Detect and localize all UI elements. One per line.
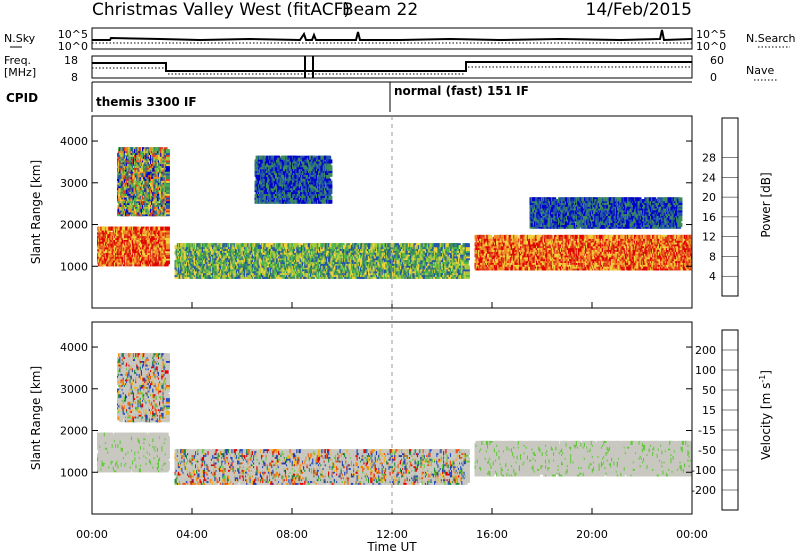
echo-cell: [144, 256, 149, 261]
echo-cell: [165, 234, 170, 239]
power-echoes: [97, 147, 692, 279]
freq-trace: [92, 61, 692, 72]
nsearch-label: N.Search: [746, 32, 796, 45]
nave-label: Nave: [746, 64, 774, 77]
echo-cell: [465, 271, 470, 276]
echo-cell: [121, 226, 126, 231]
echo-cell: [101, 226, 106, 231]
noise-tick-low-right: 10^0: [696, 40, 726, 53]
echo-cell: [174, 245, 179, 250]
date-label: 14/Feb/2015: [586, 0, 692, 20]
freq-unit: [MHz]: [4, 66, 36, 79]
noise-tick-high-left: 10^5: [58, 28, 88, 41]
echo-cell: [344, 254, 349, 259]
echo-cell: [127, 256, 132, 261]
echo-cell: [160, 226, 165, 231]
station-title: Christmas Valley West (fitACF): [92, 0, 350, 20]
echo-cell: [488, 234, 493, 239]
echo-cell: [247, 274, 252, 279]
nave-tick-low: 0: [710, 71, 717, 84]
cpid-right-text: normal (fast) 151 IF: [394, 84, 529, 98]
cpid-label: CPID: [6, 91, 38, 105]
echo-cell: [102, 252, 107, 257]
echo-cell: [198, 248, 203, 253]
nave-tick-high: 60: [710, 54, 724, 67]
echo-cell: [155, 262, 160, 267]
noise-tick-high-right: 10^5: [696, 28, 726, 41]
echo-cell: [298, 243, 303, 248]
freq-tick-low: 8: [71, 71, 78, 84]
echo-cell: [272, 247, 277, 251]
freq-label: Freq.: [4, 54, 31, 67]
nave-trace: [92, 66, 692, 75]
echo-cell: [215, 274, 220, 279]
echo-cell: [284, 243, 289, 248]
noise-tick-low-left: 10^0: [58, 40, 88, 53]
cpid-left-text: themis 3300 IF: [96, 95, 197, 109]
echo-cell: [294, 243, 298, 248]
echo-cell: [276, 271, 281, 276]
freq-panel: [91, 55, 693, 79]
echo-cell: [117, 241, 122, 246]
echo-cell: [266, 243, 271, 248]
echo-cell: [257, 245, 262, 250]
echo-cell: [107, 230, 112, 235]
echo-cell: [165, 243, 170, 248]
echo-cell: [296, 274, 301, 279]
noise-sky-trace: [92, 29, 693, 42]
beam-label: Beam 22: [342, 0, 418, 20]
nsky-label: N.Sky: [4, 32, 36, 45]
echo-cell: [220, 259, 224, 264]
echo-cell: [465, 243, 470, 248]
echo-cell: [165, 226, 170, 231]
echo-cell: [158, 226, 162, 231]
echo-cell: [109, 256, 114, 261]
echo-cell: [465, 265, 470, 270]
freq-tick-high: 18: [64, 54, 78, 67]
echo-cell: [347, 245, 352, 250]
noise-panel: [91, 27, 693, 50]
echo-cell: [110, 232, 115, 237]
echo-cell: [243, 243, 248, 248]
echo-cell: [340, 243, 345, 248]
echo-cell: [338, 261, 343, 266]
